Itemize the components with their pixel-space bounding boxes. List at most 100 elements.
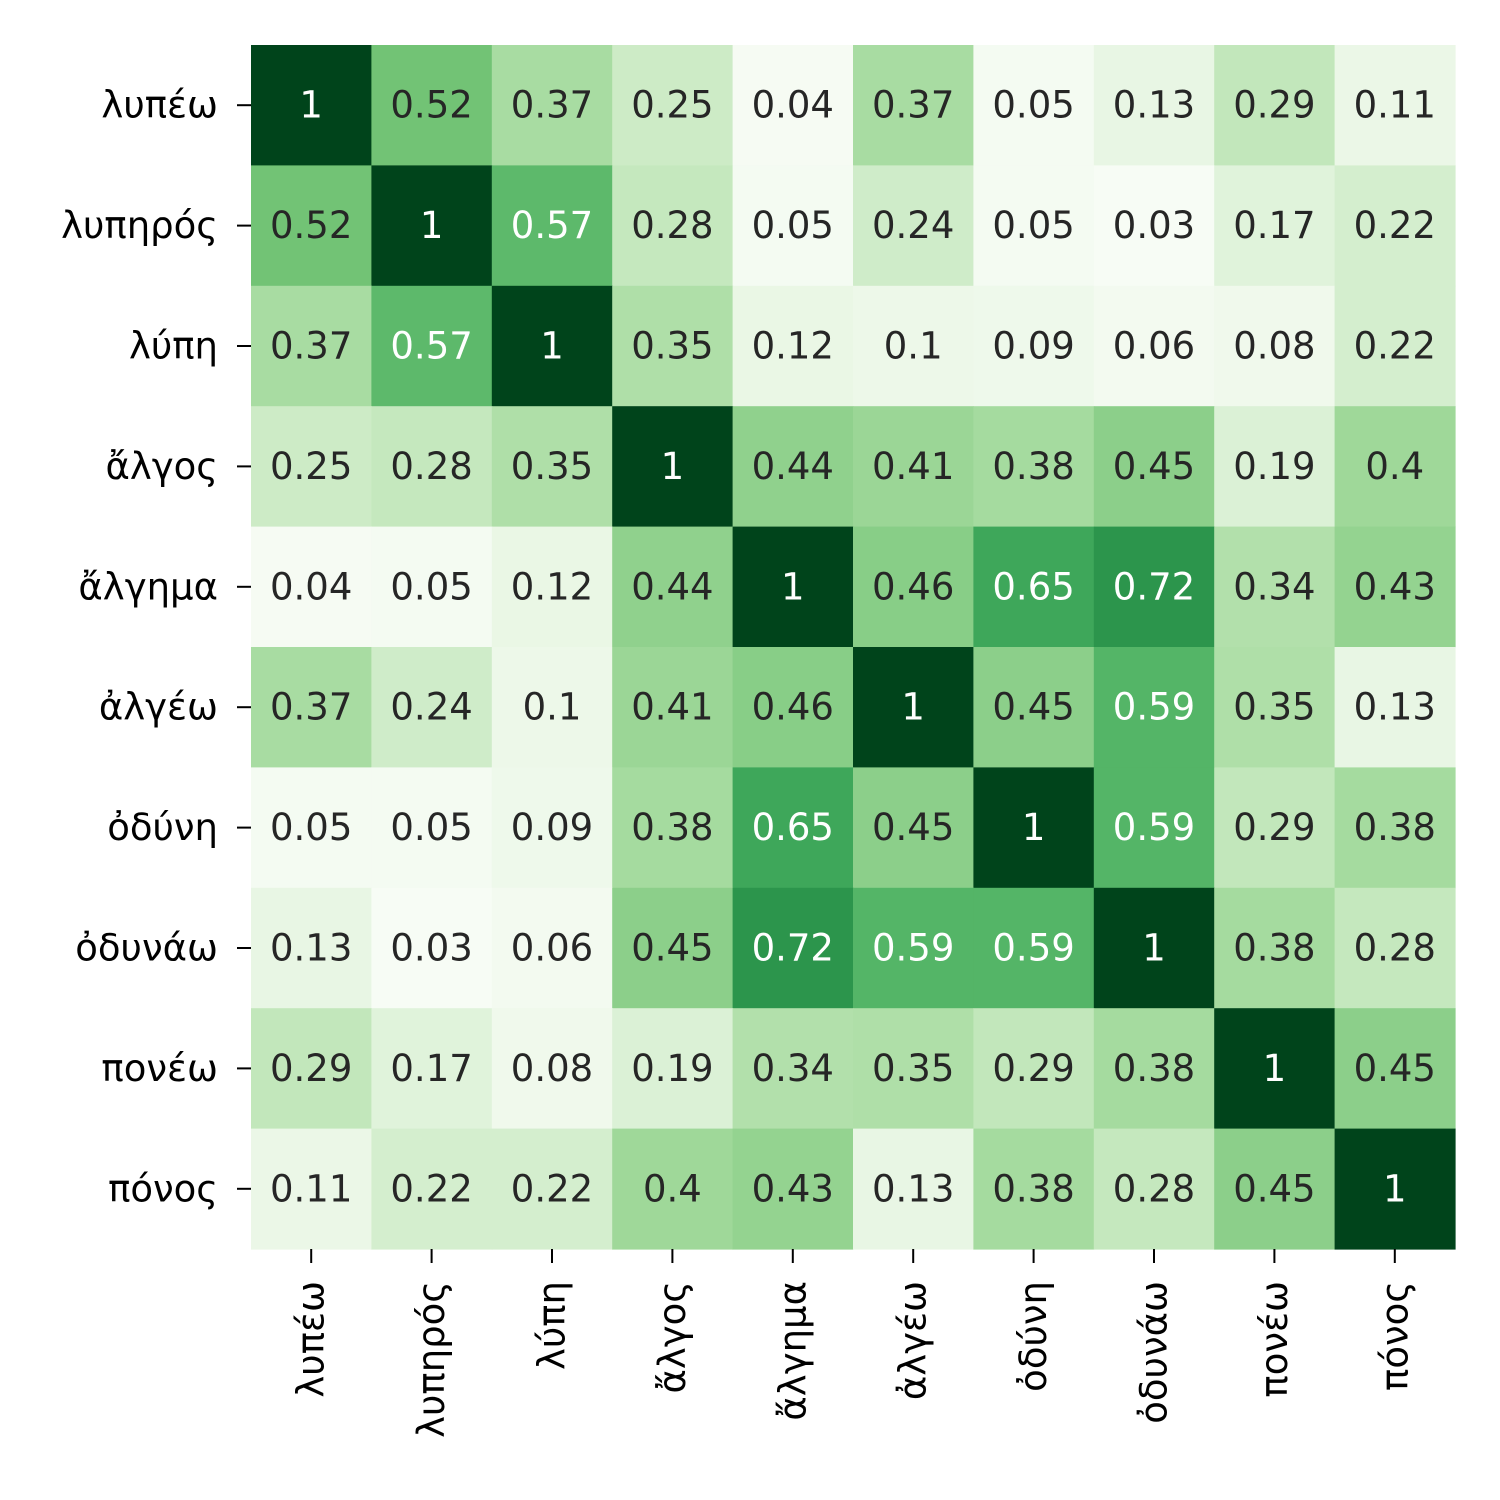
heatmap-cell-r7-c4 [732,887,854,1009]
cell-value-r0-c8: 0.29 [1233,84,1315,127]
cell-value-r6-c5: 0.45 [872,806,954,849]
heatmap-cell-r8-c7 [1093,1008,1215,1130]
x-tick-label-0: λυπέω [290,1281,333,1398]
heatmap-cell-r5-c4 [732,647,854,768]
heatmap-cell-r6-c9 [1334,767,1456,889]
cell-value-r1-c3: 0.28 [631,204,713,247]
cell-value-r4-c7: 0.72 [1113,565,1195,608]
heatmap-cell-r5-c6 [973,647,1095,768]
cell-value-r2-c9: 0.22 [1354,325,1436,368]
cell-value-r5-c3: 0.41 [631,686,713,729]
heatmap-cell-r2-c0 [251,285,372,407]
cell-value-r7-c5: 0.59 [872,927,954,970]
heatmap-cell-r5-c9 [1334,647,1456,768]
heatmap-cell-r5-c3 [612,647,734,768]
heatmap-cell-r5-c8 [1214,647,1336,768]
y-tick-label-8: πονέω [101,1047,218,1090]
cell-value-r6-c7: 0.59 [1113,806,1195,849]
heatmap-cell-r7-c2 [491,887,613,1009]
cell-value-r8-c2: 0.08 [511,1047,593,1090]
heatmap-cell-r4-c2 [491,526,613,648]
heatmap-cell-r9-c1 [371,1128,493,1250]
heatmap-cell-r6-c0 [251,767,372,889]
cell-value-r7-c1: 0.03 [390,927,472,970]
heatmap-cell-r9-c4 [732,1128,854,1250]
heatmap-cell-r6-c6 [973,767,1095,889]
cell-value-r5-c2: 0.1 [523,686,582,729]
heatmap-cell-r9-c6 [973,1128,1095,1250]
cell-value-r6-c0: 0.05 [270,806,352,849]
heatmap-cell-r3-c9 [1334,406,1456,528]
cell-value-r3-c5: 0.41 [872,445,954,488]
heatmap-cell-r8-c9 [1334,1008,1456,1130]
cell-value-r4-c0: 0.04 [270,565,352,608]
heatmap-cell-r8-c2 [491,1008,613,1130]
cell-value-r8-c4: 0.34 [752,1047,834,1090]
cell-value-r5-c1: 0.24 [390,686,472,729]
cell-value-r2-c0: 0.37 [270,325,352,368]
cell-value-r8-c6: 0.29 [992,1047,1074,1090]
x-tick-label-3: ἄλγος [651,1281,694,1394]
cell-value-r6-c3: 0.38 [631,806,713,849]
y-tick-label-0: λυπέω [101,84,218,127]
heatmap-cell-r6-c5 [853,767,974,889]
cell-value-r7-c2: 0.06 [511,927,593,970]
cell-value-r8-c1: 0.17 [390,1047,472,1090]
heatmap-cell-r6-c1 [371,767,493,889]
heatmap-cell-r8-c0 [251,1008,372,1130]
heatmap-cell-r3-c3 [612,406,734,528]
x-tick-label-6: ὀδύνη [1012,1281,1055,1392]
heatmap-cell-r0-c6 [973,45,1095,166]
cell-value-r6-c8: 0.29 [1233,806,1315,849]
cell-value-r3-c9: 0.4 [1365,445,1424,488]
heatmap-cell-r2-c9 [1334,285,1456,407]
x-axis: λυπέω λυπηρός λύπη ἄλγος ἄλγημα ἀλγέω ὀδύνη ὀδυ… [290,1249,1416,1438]
cell-value-r2-c2: 1 [540,325,564,368]
heatmap-cell-r9-c7 [1093,1128,1215,1250]
heatmap-cell-r2-c1 [371,285,493,407]
heatmap-cell-r1-c9 [1334,165,1456,287]
cell-value-r9-c7: 0.28 [1113,1167,1195,1210]
cell-value-r1-c5: 0.24 [872,204,954,247]
cell-value-r7-c9: 0.28 [1354,927,1436,970]
heatmap-cell-r9-c2 [491,1128,613,1250]
cell-value-r0-c1: 0.52 [390,84,472,127]
heatmap-cell-r1-c1 [371,165,493,287]
heatmap-cell-r8-c6 [973,1008,1095,1130]
heatmap-cell-r2-c5 [853,285,974,407]
cell-value-r8-c8: 1 [1263,1047,1287,1090]
cell-value-r1-c9: 0.22 [1354,204,1436,247]
cell-value-r4-c9: 0.43 [1354,565,1436,608]
heatmap-cell-r3-c7 [1093,406,1215,528]
cell-value-r4-c3: 0.44 [631,565,713,608]
heatmap-cell-r9-c0 [251,1128,372,1250]
heatmap-cell-r7-c5 [853,887,974,1009]
y-tick-label-1: λυπηρός [61,204,218,247]
heatmap-cell-r8-c1 [371,1008,493,1130]
x-tick-label-9: πόνος [1373,1281,1416,1391]
cell-value-r0-c2: 0.37 [511,84,593,127]
x-tick-label-8: πονέω [1253,1281,1296,1398]
heatmap-cell-r0-c0 [251,45,372,166]
heatmap-cell-r2-c3 [612,285,734,407]
heatmap-cell-r9-c5 [853,1128,974,1250]
heatmap-cell-r6-c2 [491,767,613,889]
heatmap-cell-r4-c7 [1093,526,1215,648]
heatmap-cell-r2-c8 [1214,285,1336,407]
heatmap-cell-r7-c3 [612,887,734,1009]
cell-value-r4-c1: 0.05 [390,565,472,608]
cell-value-r7-c3: 0.45 [631,927,713,970]
cell-value-r8-c5: 0.35 [872,1047,954,1090]
heatmap-cell-r8-c8 [1214,1008,1336,1130]
heatmap-cell-r6-c3 [612,767,734,889]
heatmap-cell-r1-c4 [732,165,854,287]
heatmap-cell-r0-c8 [1214,45,1336,166]
cell-value-r6-c2: 0.09 [511,806,593,849]
y-tick-label-5: ἀλγέω [99,686,218,729]
cell-value-r0-c7: 0.13 [1113,84,1195,127]
heatmap-cell-r4-c6 [973,526,1095,648]
heatmap-cell-r1-c7 [1093,165,1215,287]
heatmap-cell-r3-c6 [973,406,1095,528]
heatmap-cell-r9-c9 [1334,1128,1456,1250]
heatmap-cell-r7-c0 [251,887,372,1009]
